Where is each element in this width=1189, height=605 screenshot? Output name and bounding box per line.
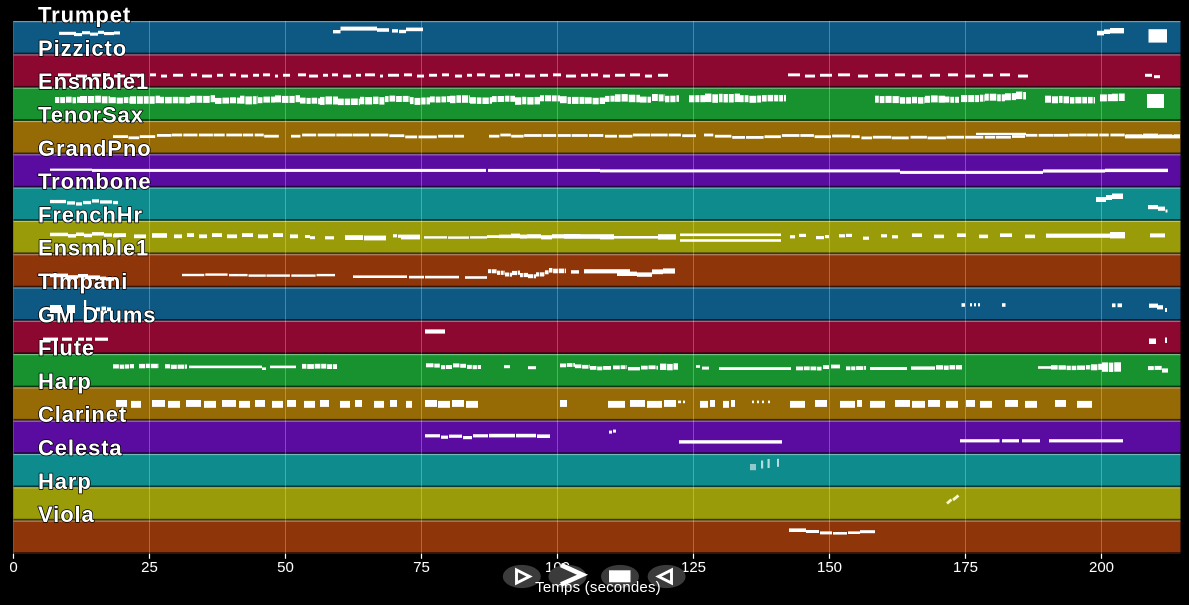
svg-text:Viola: Viola [38, 502, 95, 527]
svg-text:FrenchHr: FrenchHr [38, 202, 143, 227]
svg-text:50: 50 [277, 559, 294, 576]
svg-text:Ensmble1: Ensmble1 [38, 69, 149, 94]
svg-text:200: 200 [1089, 559, 1114, 576]
svg-text:Ensmble1: Ensmble1 [38, 236, 149, 261]
svg-text:Temps (secondes): Temps (secondes) [535, 579, 661, 596]
svg-text:Trombone: Trombone [38, 169, 152, 194]
svg-text:75: 75 [413, 559, 430, 576]
svg-text:25: 25 [141, 559, 158, 576]
svg-text:Timpani: Timpani [38, 269, 128, 294]
svg-text:GrandPno: GrandPno [38, 136, 152, 161]
svg-text:TenorSax: TenorSax [38, 103, 144, 128]
svg-text:Clarinet: Clarinet [38, 402, 127, 427]
svg-text:Harp: Harp [38, 369, 92, 394]
svg-text:Celesta: Celesta [38, 436, 123, 461]
svg-text:Harp: Harp [38, 469, 92, 494]
svg-text:Pizzicto: Pizzicto [38, 36, 127, 61]
svg-text:Trumpet: Trumpet [38, 3, 131, 28]
svg-text:150: 150 [817, 559, 842, 576]
svg-text:175: 175 [953, 559, 978, 576]
svg-text:0: 0 [9, 559, 17, 576]
svg-text:125: 125 [681, 559, 706, 576]
